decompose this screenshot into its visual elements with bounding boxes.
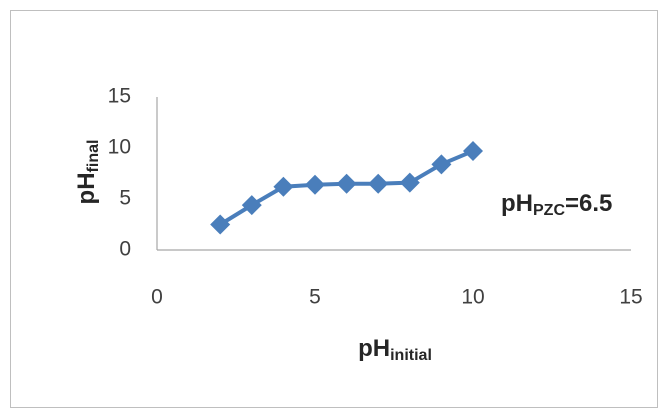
marker — [241, 195, 262, 216]
annotation-sub: PZC — [533, 202, 565, 219]
x-tick-label: 0 — [151, 286, 163, 309]
x-tick-label: 15 — [619, 286, 642, 309]
annotation-rest: =6.5 — [565, 190, 612, 217]
y-tick-label: 5 — [119, 187, 131, 210]
y-label-sub: final — [85, 140, 102, 173]
marker — [305, 174, 325, 195]
marker — [463, 141, 483, 162]
annotation: pHPZC=6.5 — [501, 190, 612, 219]
x-label-main: pH — [358, 335, 390, 362]
marker — [368, 173, 389, 194]
marker — [431, 154, 452, 175]
chart-frame — [10, 10, 658, 408]
annotation-main: pH — [501, 190, 533, 217]
y-tick-label: 0 — [119, 238, 131, 261]
marker — [399, 172, 420, 193]
y-tick-label: 10 — [108, 136, 131, 159]
y-axis-label: pHfinal — [73, 140, 102, 205]
y-tick-label: 15 — [108, 85, 131, 108]
x-tick-label: 5 — [309, 286, 321, 309]
y-label-main: pH — [73, 172, 100, 204]
marker — [336, 173, 357, 194]
x-axis-label: pHinitial — [358, 335, 432, 364]
marker — [210, 214, 231, 235]
x-label-sub: initial — [390, 347, 432, 364]
marker — [273, 176, 294, 197]
x-tick-label: 10 — [461, 286, 484, 309]
